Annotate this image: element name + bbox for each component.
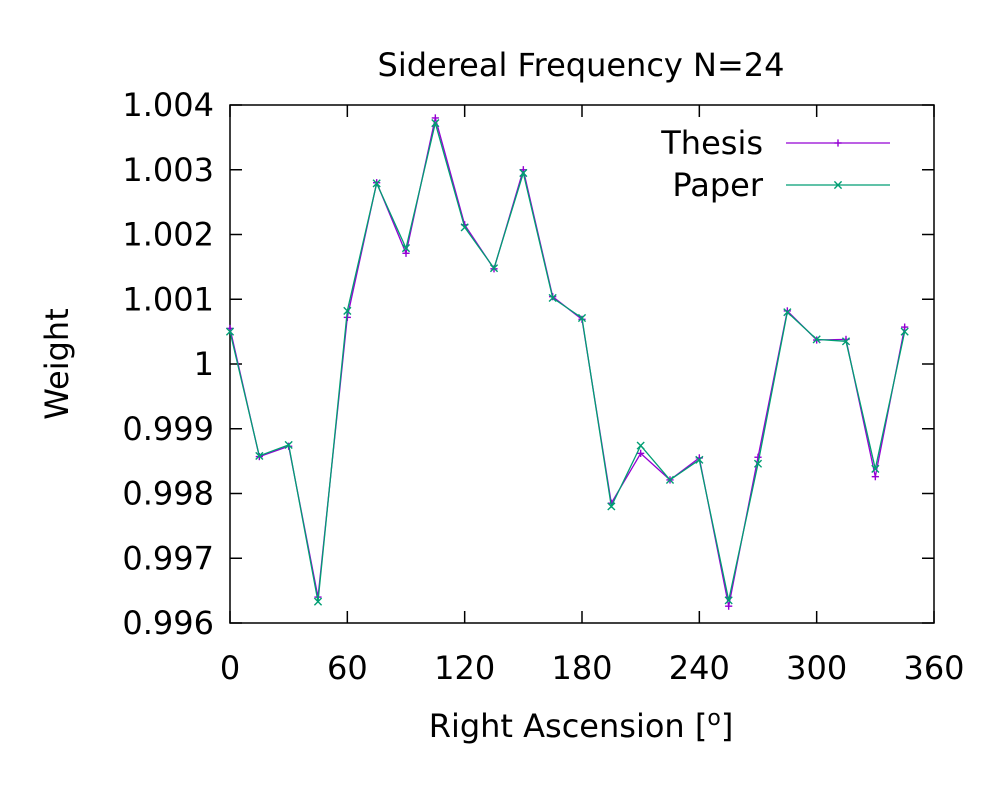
data-point-paper-d2 xyxy=(284,440,293,450)
data-point-paper-d2 xyxy=(900,327,909,336)
data-point-paper xyxy=(871,464,880,473)
x-tick-label: 180 xyxy=(551,649,612,687)
data-point-paper xyxy=(695,455,704,464)
data-point-paper-d2 xyxy=(343,306,352,315)
data-point-paper-d2 xyxy=(607,502,616,511)
data-point-paper xyxy=(783,308,792,317)
plot-frame xyxy=(229,104,935,624)
legend-label-thesis: Thesis xyxy=(660,124,763,162)
data-point-paper-d2 xyxy=(372,179,381,188)
data-point-paper xyxy=(753,459,763,468)
data-point-paper-d2 xyxy=(753,459,763,468)
data-point-paper xyxy=(372,179,381,188)
y-tick-label: 1.004 xyxy=(122,86,214,124)
plot-area: 0.996 0.997 0.998 0.999 1 1.001 1.002 1.003 1.00… xyxy=(122,86,964,687)
data-point-paper xyxy=(812,335,821,344)
data-point-paper-d2 xyxy=(313,597,323,606)
data-point-paper-d2 xyxy=(695,455,704,464)
data-point-paper xyxy=(225,327,235,336)
data-point-paper xyxy=(636,441,645,450)
x-tick-label: 300 xyxy=(786,649,847,687)
data-point-thesis xyxy=(725,602,733,610)
data-point-paper-d2 xyxy=(401,244,411,253)
data-point-paper xyxy=(724,596,733,605)
data-point-paper xyxy=(577,313,587,323)
y-tick-label: 1.001 xyxy=(122,280,214,318)
data-point-paper-d2 xyxy=(489,264,499,273)
legend-marker-paper-d2 xyxy=(833,180,843,190)
y-tick-label: 0.996 xyxy=(122,604,214,642)
data-point-paper xyxy=(841,337,851,346)
legend-marker-thesis xyxy=(834,139,842,147)
data-point-paper xyxy=(255,451,264,461)
data-point-paper-d2 xyxy=(636,441,645,450)
legend: Thesis Paper xyxy=(660,124,890,204)
data-point-paper xyxy=(343,306,352,315)
data-point-paper-d2 xyxy=(665,475,675,484)
series-line-thesis xyxy=(229,117,906,607)
data-point-paper-d2 xyxy=(783,308,792,317)
data-point-paper-d2 xyxy=(812,335,821,344)
data-point-paper xyxy=(401,244,411,253)
data-point-paper xyxy=(607,502,616,511)
y-axis-label: Weight xyxy=(38,308,76,419)
series-line-paper xyxy=(229,122,906,602)
data-point-paper-d2 xyxy=(519,168,528,178)
y-tick-label: 1.002 xyxy=(122,216,214,254)
data-point-thesis xyxy=(754,453,762,461)
legend-label-paper: Paper xyxy=(672,166,763,204)
data-point-paper xyxy=(431,119,440,128)
data-point-paper xyxy=(284,440,293,450)
chart-title: Sidereal Frequency N=24 xyxy=(378,46,785,84)
x-tick-label: 0 xyxy=(220,649,240,687)
data-point-paper-d2 xyxy=(841,337,851,346)
legend-marker-paper xyxy=(833,180,843,190)
y-tick-label: 0.998 xyxy=(122,475,214,513)
data-point-paper xyxy=(460,223,469,232)
x-axis-label-suffix: ] xyxy=(721,707,733,745)
data-point-paper xyxy=(900,327,909,336)
data-point-paper xyxy=(489,264,499,273)
y-tick-label: 1 xyxy=(194,345,214,383)
x-tick-label: 360 xyxy=(903,649,964,687)
data-point-thesis xyxy=(637,449,645,457)
data-point-paper-d2 xyxy=(460,223,469,232)
data-point-paper-d2 xyxy=(225,327,235,336)
data-point-thesis xyxy=(431,114,439,122)
data-point-paper-d2 xyxy=(577,313,587,323)
x-tick-label: 120 xyxy=(434,649,495,687)
data-point-paper-d2 xyxy=(431,119,440,128)
data-point-paper xyxy=(665,475,675,484)
x-axis-label-superscript: o xyxy=(707,706,720,731)
data-point-paper-d2 xyxy=(871,464,880,473)
data-point-paper xyxy=(519,168,528,178)
data-point-paper-d2 xyxy=(724,596,733,605)
data-point-paper-d2 xyxy=(548,293,557,303)
y-tick-label: 0.999 xyxy=(122,410,214,448)
data-point-thesis xyxy=(871,473,879,481)
data-point-paper-d2 xyxy=(255,451,264,461)
y-tick-label: 1.003 xyxy=(122,151,214,189)
data-point-thesis xyxy=(402,249,410,257)
x-axis-label: Right Ascension [o] xyxy=(429,706,734,745)
data-point-paper xyxy=(313,597,323,606)
x-tick-label: 60 xyxy=(327,649,368,687)
x-axis-label-main: Right Ascension [ xyxy=(429,707,708,745)
data-point-paper xyxy=(548,293,557,303)
x-tick-label: 240 xyxy=(669,649,730,687)
data-point-thesis xyxy=(901,323,909,331)
y-tick-label: 0.997 xyxy=(122,539,214,577)
